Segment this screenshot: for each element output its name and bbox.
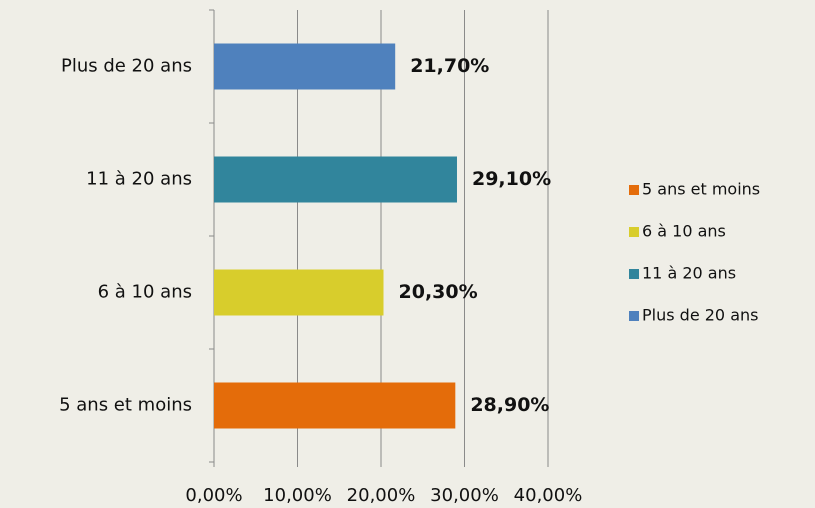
- value-label: 29,10%: [472, 168, 551, 190]
- legend-label: 11 à 20 ans: [642, 264, 736, 283]
- value-label: 28,90%: [470, 394, 549, 416]
- legend-label: 5 ans et moins: [642, 180, 760, 199]
- y-tick-label: 6 à 10 ans: [98, 282, 192, 303]
- x-tick-label: 10,00%: [263, 485, 332, 506]
- x-tick-label: 20,00%: [347, 485, 416, 506]
- bar: [214, 269, 384, 316]
- bar: [214, 382, 456, 429]
- legend-label: Plus de 20 ans: [642, 306, 758, 325]
- legend-swatch: [629, 269, 639, 279]
- x-tick-label: 30,00%: [430, 485, 499, 506]
- value-label: 21,70%: [410, 55, 489, 77]
- legend-swatch: [629, 311, 639, 321]
- y-tick-label: Plus de 20 ans: [61, 56, 192, 77]
- y-tick-label: 11 à 20 ans: [86, 169, 192, 190]
- legend-label: 6 à 10 ans: [642, 222, 726, 241]
- bar: [214, 156, 457, 203]
- legend-swatch: [629, 185, 639, 195]
- legend-swatch: [629, 227, 639, 237]
- y-tick-label: 5 ans et moins: [59, 395, 192, 416]
- x-tick-label: 40,00%: [514, 485, 583, 506]
- x-tick-label: 0,00%: [185, 485, 242, 506]
- bar: [214, 43, 396, 90]
- value-label: 20,30%: [399, 281, 478, 303]
